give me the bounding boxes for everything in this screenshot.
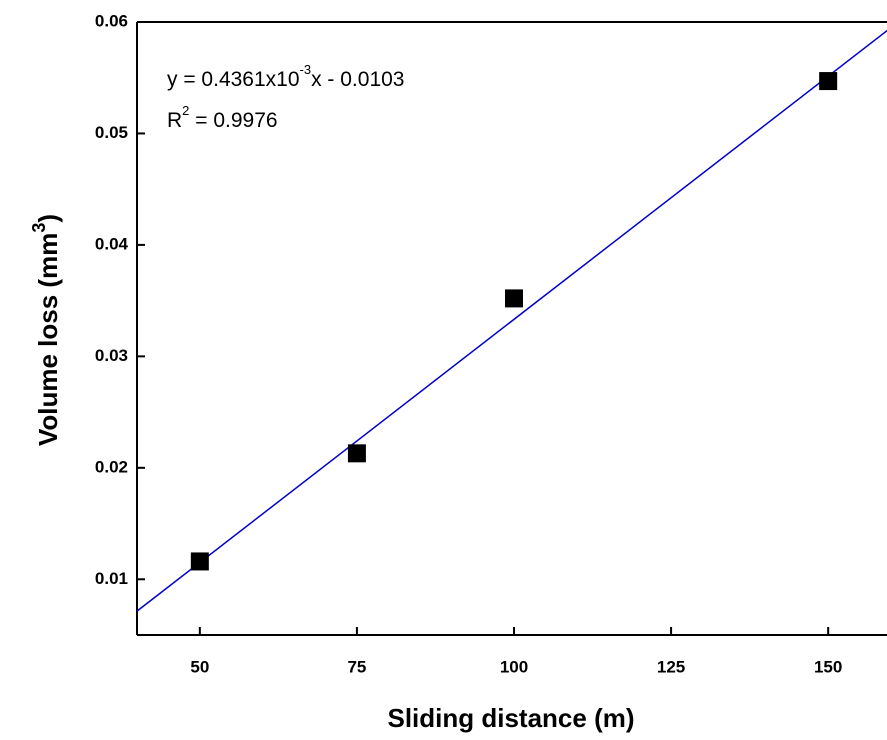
data-point <box>190 552 209 571</box>
x-tick-label: 75 <box>347 657 366 676</box>
annotation-end: x - 0.0103 <box>311 68 404 91</box>
y-tick-label: 0.05 <box>95 123 128 142</box>
x-tick-label: 100 <box>500 657 528 676</box>
annotation-text: R <box>167 109 182 132</box>
fit-line <box>136 29 887 612</box>
data-point <box>347 444 366 463</box>
x-tick-label: 150 <box>814 657 842 676</box>
annotation-text: y = 0.4361x10 <box>167 68 300 91</box>
y-tick-label: 0.01 <box>95 569 128 588</box>
y-tick-label: 0.06 <box>95 11 128 30</box>
y-axis-title-text: Volume loss (mm <box>33 233 63 446</box>
y-axis-title: Volume loss (mm3) <box>29 214 63 446</box>
y-tick-label: 0.04 <box>95 234 129 253</box>
data-point <box>819 72 838 91</box>
annotation-end: = 0.9976 <box>189 109 277 132</box>
y-axis-title-end: ) <box>33 214 63 223</box>
annotation: y = 0.4361x10-3x - 0.0103 <box>167 62 405 90</box>
y-tick-label: 0.02 <box>95 457 128 476</box>
data-point <box>505 289 523 308</box>
y-tick-label: 0.03 <box>95 346 128 365</box>
x-axis-title: Sliding distance (m) <box>387 703 634 733</box>
x-tick-label: 125 <box>657 657 685 676</box>
annotation-sup: -3 <box>300 62 312 77</box>
annotation: R2 = 0.9976 <box>167 103 278 131</box>
y-axis-title-sup: 3 <box>29 223 49 233</box>
x-tick-label: 50 <box>190 657 209 676</box>
annotation-sup: 2 <box>182 103 189 118</box>
